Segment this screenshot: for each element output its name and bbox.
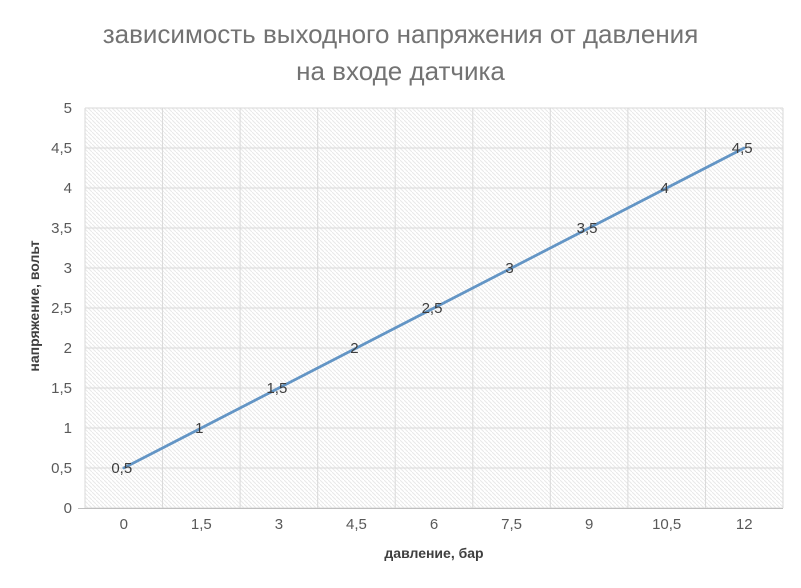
x-axis-title: давление, бар bbox=[384, 545, 484, 561]
data-label: 2,5 bbox=[422, 300, 443, 317]
y-tick-label: 0,5 bbox=[51, 460, 72, 477]
data-label: 2 bbox=[350, 340, 358, 357]
x-tick-label: 10,5 bbox=[652, 516, 681, 533]
chart-title-line-1: зависимость выходного напряжения от давл… bbox=[102, 19, 699, 49]
y-tick-label: 1 bbox=[64, 420, 72, 437]
series-line bbox=[122, 146, 746, 470]
data-series bbox=[122, 146, 746, 470]
data-labels: 0,5 1 1,5 2 2,5 3 3,5 4 4,5 bbox=[111, 140, 752, 477]
x-tick-label: 0 bbox=[120, 516, 128, 533]
data-label: 4,5 bbox=[732, 140, 753, 157]
y-tick-label: 3,5 bbox=[51, 220, 72, 237]
data-label: 1,5 bbox=[266, 380, 287, 397]
x-tick-label: 6 bbox=[430, 516, 438, 533]
y-tick-label: 4,5 bbox=[51, 140, 72, 157]
y-tick-label: 3 bbox=[64, 260, 72, 277]
y-axis-title: напряжение, вольт bbox=[26, 240, 42, 372]
x-tick-label: 4,5 bbox=[346, 516, 367, 533]
x-tick-label: 3 bbox=[275, 516, 283, 533]
y-tick-label: 0 bbox=[64, 500, 72, 517]
x-tick-label: 7,5 bbox=[501, 516, 522, 533]
y-tick-label: 1,5 bbox=[51, 380, 72, 397]
chart-title-line-2: на входе датчика bbox=[296, 56, 505, 86]
data-label: 4 bbox=[660, 180, 668, 197]
x-tick-label: 1,5 bbox=[191, 516, 212, 533]
y-tick-label: 4 bbox=[64, 180, 72, 197]
data-label: 3 bbox=[505, 260, 513, 277]
x-tick-label: 12 bbox=[736, 516, 753, 533]
y-tick-label: 2,5 bbox=[51, 300, 72, 317]
y-tick-label: 5 bbox=[64, 100, 72, 117]
data-label: 0,5 bbox=[111, 460, 132, 477]
x-tick-label: 9 bbox=[585, 516, 593, 533]
y-tick-label: 2 bbox=[64, 340, 72, 357]
data-label: 1 bbox=[195, 420, 203, 437]
data-label: 3,5 bbox=[577, 220, 598, 237]
chart-title: зависимость выходного напряжения от давл… bbox=[0, 16, 801, 90]
